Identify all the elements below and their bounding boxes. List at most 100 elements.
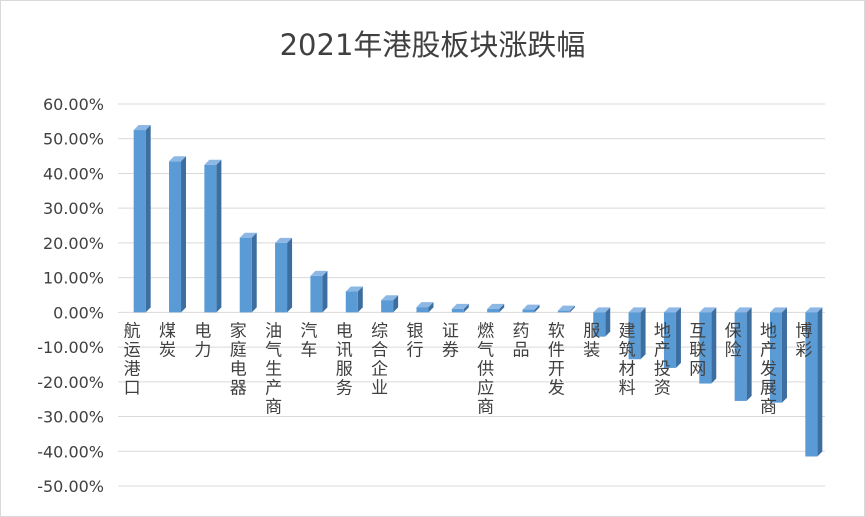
bar-top	[275, 237, 293, 243]
bar	[204, 159, 222, 313]
x-category-label: 煤炭	[155, 321, 176, 359]
bar-side	[817, 307, 823, 457]
bar-side	[463, 303, 469, 313]
x-category-label: 博彩	[791, 321, 812, 359]
bar-side	[640, 307, 646, 360]
bar	[805, 307, 823, 457]
bar-side	[781, 307, 787, 403]
x-category-label: 地产投资	[650, 321, 671, 397]
bar	[487, 303, 505, 313]
bar	[451, 303, 469, 313]
bar-side	[322, 270, 328, 313]
bar-side	[534, 304, 540, 313]
bar	[133, 125, 151, 313]
bar	[381, 295, 399, 313]
x-category-label: 电力	[190, 321, 211, 359]
bar	[734, 307, 752, 401]
bar-front	[805, 312, 818, 457]
bar	[769, 307, 787, 403]
bar-front	[239, 237, 252, 313]
x-category-label: 航运港口	[120, 321, 141, 397]
bar-top	[628, 307, 646, 313]
bar-front	[416, 307, 429, 313]
y-tick-label: 30.00%	[43, 199, 104, 218]
y-tick-label: 60.00%	[43, 95, 104, 114]
bar	[699, 307, 717, 384]
bar-top	[663, 307, 681, 313]
bar-front	[522, 309, 535, 313]
x-category-label: 燃气供应商	[473, 321, 494, 416]
bar	[310, 270, 328, 313]
x-category-label: 电讯服务	[332, 321, 353, 397]
x-category-label: 服装	[579, 321, 600, 359]
bar-side	[216, 159, 222, 313]
bar-top	[239, 232, 257, 238]
x-category-label: 证券	[438, 321, 459, 359]
bar	[416, 302, 434, 313]
x-category-label: 建筑材料	[615, 321, 636, 397]
x-category-label: 保险	[721, 321, 742, 359]
y-tick-label: 0.00%	[53, 303, 104, 322]
y-tick-label: -10.00%	[37, 338, 104, 357]
bar	[169, 156, 187, 313]
bar-top	[451, 303, 469, 309]
bar	[345, 286, 363, 313]
bar-front	[628, 312, 641, 360]
x-category-label: 互联网	[685, 321, 706, 378]
x-category-label: 汽车	[296, 321, 317, 359]
bar	[239, 232, 257, 313]
bar-front	[663, 312, 676, 368]
bar-top	[345, 286, 363, 292]
bar-front	[593, 312, 606, 337]
bar-top	[169, 156, 187, 162]
bar-front	[169, 161, 182, 313]
bar-front	[133, 130, 146, 313]
y-tick-label: 50.00%	[43, 130, 104, 149]
y-tick-label: -50.00%	[37, 477, 104, 496]
x-category-label: 地产发展商	[756, 321, 777, 416]
bar-front	[310, 275, 323, 313]
bar-front	[451, 308, 464, 313]
y-tick-label: 10.00%	[43, 269, 104, 288]
bar-side	[675, 307, 681, 368]
bar-side	[605, 307, 611, 337]
bar-top	[204, 159, 222, 165]
bar-top	[133, 125, 151, 131]
y-tick-label: -20.00%	[37, 373, 104, 392]
bar	[522, 304, 540, 313]
bar-side	[746, 307, 752, 401]
bar-side	[569, 305, 575, 313]
bar-side	[711, 307, 717, 384]
bar-front	[204, 164, 217, 313]
bar-top	[557, 305, 575, 311]
bar-front	[557, 310, 570, 313]
y-tick-label: 20.00%	[43, 234, 104, 253]
bar-side	[499, 303, 505, 313]
bar-front	[487, 308, 500, 313]
bar-front	[345, 291, 358, 313]
bar-top	[381, 295, 399, 301]
x-category-label: 银行	[402, 321, 423, 359]
bar-side	[287, 237, 293, 313]
bar-top	[699, 307, 717, 313]
bar	[663, 307, 681, 368]
bar-side	[145, 125, 151, 313]
bar	[275, 237, 293, 313]
bar-side	[181, 156, 187, 313]
x-category-label: 油气生产商	[261, 321, 282, 416]
x-category-label: 家庭电器	[226, 321, 247, 397]
y-tick-label: -40.00%	[37, 442, 104, 461]
bar-side	[251, 232, 257, 313]
y-tick-label: 40.00%	[43, 164, 104, 183]
bar-top	[487, 303, 505, 309]
bar	[628, 307, 646, 360]
bar-front	[699, 312, 712, 384]
bar-top	[416, 302, 434, 308]
bar-front	[381, 300, 394, 313]
y-tick-label: -30.00%	[37, 408, 104, 427]
bar-front	[275, 242, 288, 313]
bar-top	[522, 304, 540, 310]
bar-side	[357, 286, 363, 313]
bar-top	[310, 270, 328, 276]
